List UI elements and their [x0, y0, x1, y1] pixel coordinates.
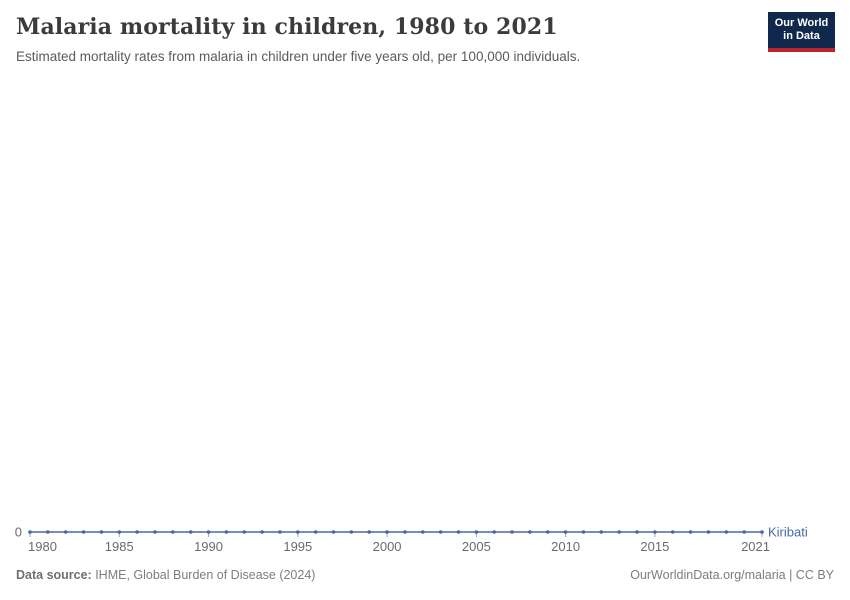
data-point[interactable]	[653, 530, 657, 534]
data-point[interactable]	[46, 530, 50, 534]
x-axis-tick-label: 1985	[105, 539, 134, 554]
chart-plot-area: 1980 1985 1990 1995 2000 2005 2010 2015 2021 0 Kir…	[0, 90, 850, 565]
chart-header: Malaria mortality in children, 1980 to 2…	[16, 14, 756, 66]
entity-label[interactable]: Kiribati	[768, 525, 808, 540]
chart-subtitle: Estimated mortality rates from malaria i…	[16, 49, 581, 65]
data-point[interactable]	[706, 530, 711, 534]
data-point[interactable]	[403, 530, 407, 534]
data-point[interactable]	[153, 530, 157, 534]
data-point[interactable]	[528, 530, 532, 534]
data-point[interactable]	[474, 530, 479, 534]
data-point[interactable]	[599, 530, 604, 534]
data-point[interactable]	[171, 530, 175, 534]
attribution-link[interactable]: OurWorldinData.org/malaria | CC BY	[630, 568, 834, 582]
x-axis-tick-label: 1980	[28, 539, 57, 554]
data-point[interactable]	[581, 530, 586, 534]
data-point[interactable]	[117, 530, 122, 534]
data-source-text: IHME, Global Burden of Disease (2024)	[91, 568, 316, 582]
x-axis-tick-label: 2010	[551, 539, 580, 554]
x-axis-tick-label: 2021	[741, 539, 770, 554]
owid-logo[interactable]: Our World in Data	[768, 12, 835, 52]
data-point[interactable]	[438, 530, 443, 534]
data-point[interactable]	[456, 530, 461, 534]
owid-logo-line2: in Data	[783, 30, 820, 42]
data-point[interactable]	[28, 530, 32, 534]
data-source-note: Data source: IHME, Global Burden of Dise…	[16, 568, 315, 582]
data-point[interactable]	[224, 530, 229, 534]
x-axis-tick-label: 2005	[462, 539, 491, 554]
data-point[interactable]	[81, 530, 86, 534]
chart-footer: Data source: IHME, Global Burden of Dise…	[16, 568, 834, 582]
data-point[interactable]	[545, 530, 550, 534]
data-point[interactable]	[349, 530, 354, 534]
y-axis-tick-label: 0	[15, 525, 22, 540]
data-point[interactable]	[278, 530, 282, 534]
data-point[interactable]	[688, 530, 693, 534]
x-axis-tick-label: 2015	[640, 539, 669, 554]
chart-svg: 1980 1985 1990 1995 2000 2005 2010 2015 2021 0 Kir…	[15, 525, 808, 555]
data-point[interactable]	[260, 530, 264, 534]
data-point[interactable]	[385, 530, 389, 534]
owid-logo-line1: Our World	[774, 17, 829, 30]
x-axis-tick-label: 1995	[283, 539, 312, 554]
data-point[interactable]	[635, 530, 639, 534]
data-point[interactable]	[242, 530, 247, 534]
data-source-label: Data source:	[16, 568, 92, 582]
data-point[interactable]	[99, 530, 104, 534]
data-point[interactable]	[742, 530, 746, 534]
data-point[interactable]	[760, 530, 764, 534]
data-point[interactable]	[206, 530, 211, 534]
data-point[interactable]	[296, 530, 300, 534]
data-point[interactable]	[63, 530, 68, 534]
data-point[interactable]	[420, 530, 425, 534]
x-axis-tick-label: 2000	[373, 539, 402, 554]
data-point[interactable]	[135, 530, 139, 534]
data-point[interactable]	[492, 530, 496, 534]
data-point[interactable]	[563, 530, 568, 534]
data-point[interactable]	[510, 530, 514, 534]
chart-title: Malaria mortality in children, 1980 to 2…	[16, 14, 558, 40]
data-point[interactable]	[331, 530, 336, 534]
x-axis-tick-label: 1990	[194, 539, 223, 554]
data-point[interactable]	[670, 530, 675, 534]
data-point[interactable]	[617, 530, 621, 534]
data-point[interactable]	[367, 530, 372, 534]
data-point[interactable]	[188, 530, 193, 534]
data-point[interactable]	[313, 530, 318, 534]
data-point[interactable]	[724, 530, 729, 534]
